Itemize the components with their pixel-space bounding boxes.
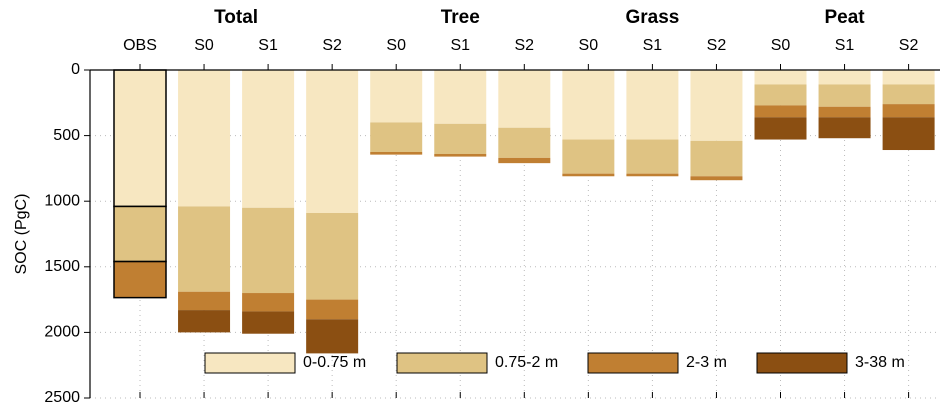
bar-segment <box>370 70 423 123</box>
legend-label: 0.75-2 m <box>495 354 558 371</box>
bar-segment <box>306 213 359 300</box>
bar-segment <box>370 122 423 152</box>
y-axis-label: SOC (PgC) <box>13 194 30 275</box>
bar-segment <box>562 70 615 140</box>
bar-segment <box>178 291 231 311</box>
bar-segment <box>370 152 423 155</box>
x-tick-label: S1 <box>835 37 855 54</box>
y-tick-label: 1000 <box>44 192 80 209</box>
bar-segment <box>242 70 295 208</box>
bar-segment <box>626 173 679 177</box>
bar-segment <box>626 139 679 174</box>
bar-segment <box>818 117 871 139</box>
legend-label: 2-3 m <box>686 354 727 371</box>
y-tick-label: 500 <box>53 127 80 144</box>
bar-segment <box>690 70 743 141</box>
x-tick-label: S1 <box>643 37 663 54</box>
bar-segment <box>754 117 807 140</box>
bar-segment <box>818 106 871 118</box>
x-tick-label: S2 <box>515 37 535 54</box>
bar-segment <box>498 157 551 164</box>
x-tick-label: S0 <box>194 37 214 54</box>
bar-segment <box>754 105 807 118</box>
bar-segment <box>242 207 295 294</box>
bar-segment <box>690 140 743 177</box>
bar-segment <box>242 293 295 312</box>
group-label: Tree <box>441 7 480 28</box>
legend-label: 3-38 m <box>855 354 905 371</box>
bar-segment <box>434 70 487 124</box>
bar-segment <box>818 70 871 85</box>
bar-segment <box>178 310 231 333</box>
bar-segment <box>113 69 167 208</box>
bar-segment <box>690 176 743 181</box>
bar-segment <box>882 70 935 85</box>
bar-segment <box>754 70 807 85</box>
x-tick-label: S0 <box>771 37 791 54</box>
legend-label: 0-0.75 m <box>303 354 366 371</box>
bar-segment <box>306 299 359 320</box>
y-tick-label: 2000 <box>44 324 80 341</box>
group-label: Peat <box>824 7 865 28</box>
bar-segment <box>818 84 871 107</box>
bar-segment <box>882 117 935 151</box>
bar-segment <box>113 205 167 263</box>
bar-segment <box>178 70 231 207</box>
x-tick-label: S1 <box>450 37 470 54</box>
group-label: Total <box>214 7 258 28</box>
bar-segment <box>754 84 807 106</box>
bar-segment <box>498 70 551 128</box>
legend-swatch <box>756 352 848 374</box>
x-tick-label: S2 <box>707 37 727 54</box>
bar-segment <box>306 70 359 214</box>
bar-segment <box>306 319 359 354</box>
x-tick-label: S2 <box>322 37 342 54</box>
bar-segment <box>434 123 487 154</box>
bar-segment <box>882 104 935 118</box>
y-tick-label: 2500 <box>44 389 80 406</box>
legend-swatch <box>204 352 296 374</box>
bar-segment <box>562 139 615 174</box>
group-label: Grass <box>625 7 679 28</box>
y-tick-label: 1500 <box>44 258 80 275</box>
bar-segment <box>498 127 551 158</box>
bar-segment <box>113 260 167 299</box>
x-tick-label: S0 <box>579 37 599 54</box>
bar-segment <box>434 153 487 157</box>
y-tick-label: 0 <box>71 61 80 78</box>
bar-segment <box>626 70 679 140</box>
legend-swatch <box>396 352 488 374</box>
bar-segment <box>562 173 615 177</box>
x-tick-label: S1 <box>258 37 278 54</box>
bar-segment <box>242 311 295 334</box>
x-tick-label: OBS <box>123 37 157 54</box>
x-tick-label: S2 <box>899 37 919 54</box>
bar-segment <box>882 84 935 105</box>
bar-segment <box>178 206 231 292</box>
legend-swatch <box>587 352 679 374</box>
x-tick-label: S0 <box>386 37 406 54</box>
